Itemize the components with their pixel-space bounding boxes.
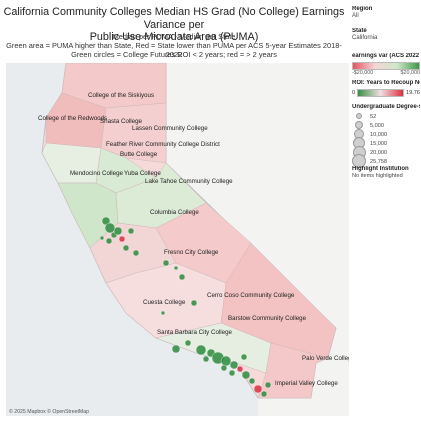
college-label: Feather River Community College District [106, 141, 220, 148]
size-legend-value: 20,000 [370, 150, 388, 156]
state-value[interactable]: California [352, 35, 378, 41]
college-marker[interactable] [127, 227, 135, 235]
region-value[interactable]: All [352, 13, 359, 19]
highlight-institution[interactable]: Highlight Institution No items highlight… [352, 166, 420, 180]
college-markers [99, 216, 272, 398]
legend-size: Undergraduate Degree-s... 52 5,000 10,000 1… [352, 104, 420, 168]
college-marker[interactable] [184, 339, 192, 347]
college-labels: College of the Siskiyous College of the R… [38, 92, 349, 387]
college-marker[interactable] [220, 355, 232, 367]
college-marker[interactable] [228, 369, 236, 377]
size-legend-value: 25,758 [370, 159, 388, 165]
college-marker[interactable] [178, 273, 186, 281]
roi-legend-title: ROI: Years to Recoup Net ... [352, 80, 420, 86]
roi-min: 0 [352, 89, 356, 96]
college-marker[interactable] [190, 299, 198, 307]
size-legend-dot [355, 121, 363, 129]
college-marker[interactable] [105, 237, 113, 245]
college-label: Columbia College [150, 209, 199, 216]
college-marker[interactable] [260, 390, 268, 398]
college-label: Lake Tahoe Community College [145, 178, 233, 185]
college-marker[interactable] [104, 222, 116, 234]
college-label: Yuba College [124, 170, 161, 177]
college-label: Barstow Community College [228, 315, 307, 322]
size-legend-row: 52 [352, 113, 420, 122]
college-label: College of the Siskiyous [88, 92, 154, 99]
size-legend-row: 25,758 [352, 154, 420, 168]
california-map[interactable]: College of the Siskiyous College of the R… [6, 63, 349, 416]
puma-region-northeast [100, 102, 167, 164]
title-line-2: Public Use Microdata Area (PUMA) [89, 31, 259, 43]
highlight-label: Highlight Institution [352, 166, 409, 172]
subtitle-2: Green area = PUMA higher than State, Red… [6, 41, 342, 59]
college-marker[interactable] [240, 353, 248, 361]
legend-earnings: earnings var (ACS 2022 E... -$20,000 $20,… [352, 53, 420, 77]
college-label: Cuesta College [143, 299, 186, 306]
college-label: Cerro Coso Community College [207, 292, 295, 299]
size-legend-value: 10,000 [370, 132, 388, 138]
college-label: Lassen Community College [132, 125, 208, 132]
title-line-1: California Community Colleges Median HS … [3, 6, 345, 31]
size-legend-value: 5,000 [370, 123, 384, 129]
subtitle-3: Green circles = College Futures ROI < 2 … [71, 50, 277, 59]
college-marker[interactable] [171, 344, 181, 354]
map-title: California Community Colleges Median HS … [0, 6, 348, 44]
college-label: Butte College [120, 151, 158, 158]
filter-region[interactable]: Region All [352, 6, 420, 20]
college-label: College of the Redwoods [38, 115, 107, 122]
size-legend-title: Undergraduate Degree-s... [352, 104, 420, 110]
college-marker[interactable] [236, 365, 244, 373]
ocean-area [6, 63, 258, 416]
earnings-gradient [352, 62, 420, 70]
puma-region-imperial [257, 342, 329, 399]
roi-max: 19.76 [406, 89, 420, 96]
size-legend-dot [352, 154, 366, 168]
size-legend-dot [356, 113, 362, 119]
college-label: Mendocino College [70, 170, 124, 177]
college-label: Shasta College [100, 118, 143, 125]
earnings-legend-title: earnings var (ACS 2022 E... [352, 53, 420, 59]
roi-gradient [357, 89, 404, 97]
college-marker[interactable] [253, 384, 263, 394]
puma-regions [41, 63, 337, 399]
college-marker[interactable] [202, 355, 210, 363]
college-label: Palo Verde College [302, 355, 349, 362]
legend-roi: ROI: Years to Recoup Net ... 0 19.76 [352, 80, 420, 97]
college-marker[interactable] [99, 235, 105, 241]
college-marker[interactable] [241, 370, 251, 380]
filter-state[interactable]: State California [352, 28, 420, 42]
college-marker[interactable] [162, 259, 170, 267]
college-marker[interactable] [220, 364, 228, 372]
map-copyright: © 2025 Mapbox © OpenStreetMap [9, 408, 89, 415]
earnings-max: $20,000 [400, 70, 421, 76]
state-label: State [352, 28, 367, 34]
college-marker[interactable] [248, 377, 256, 385]
region-label: Region [352, 6, 373, 12]
college-marker[interactable] [173, 265, 179, 271]
college-marker[interactable] [195, 344, 207, 356]
college-label: Imperial Valley College [275, 380, 338, 387]
college-marker[interactable] [113, 226, 123, 236]
college-marker[interactable] [229, 360, 239, 370]
college-marker[interactable] [132, 249, 140, 257]
size-legend-value: 52 [370, 114, 377, 120]
size-legend-value: 15,000 [370, 141, 388, 147]
college-label: Santa Barbara City College [157, 329, 233, 336]
highlight-value[interactable]: No items highlighted [352, 173, 403, 179]
size-legend-row: 5,000 [352, 121, 420, 131]
subtitle-1: Median per PUMA - Median per State [112, 32, 236, 41]
earnings-min: -$20,000 [352, 70, 374, 76]
college-marker[interactable] [160, 310, 166, 316]
college-marker[interactable] [122, 244, 130, 252]
college-marker[interactable] [264, 381, 272, 389]
college-marker[interactable] [118, 235, 126, 243]
college-label: Fresno City College [164, 249, 219, 256]
